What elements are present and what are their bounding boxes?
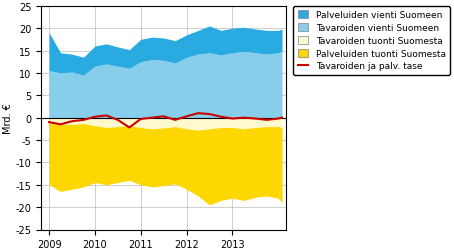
Legend: Palveluiden vienti Suomeen, Tavaroiden vienti Suomeen, Tavaroiden tuonti Suomest: Palveluiden vienti Suomeen, Tavaroiden v…: [293, 7, 450, 76]
Y-axis label: Mrd. €: Mrd. €: [3, 103, 13, 134]
